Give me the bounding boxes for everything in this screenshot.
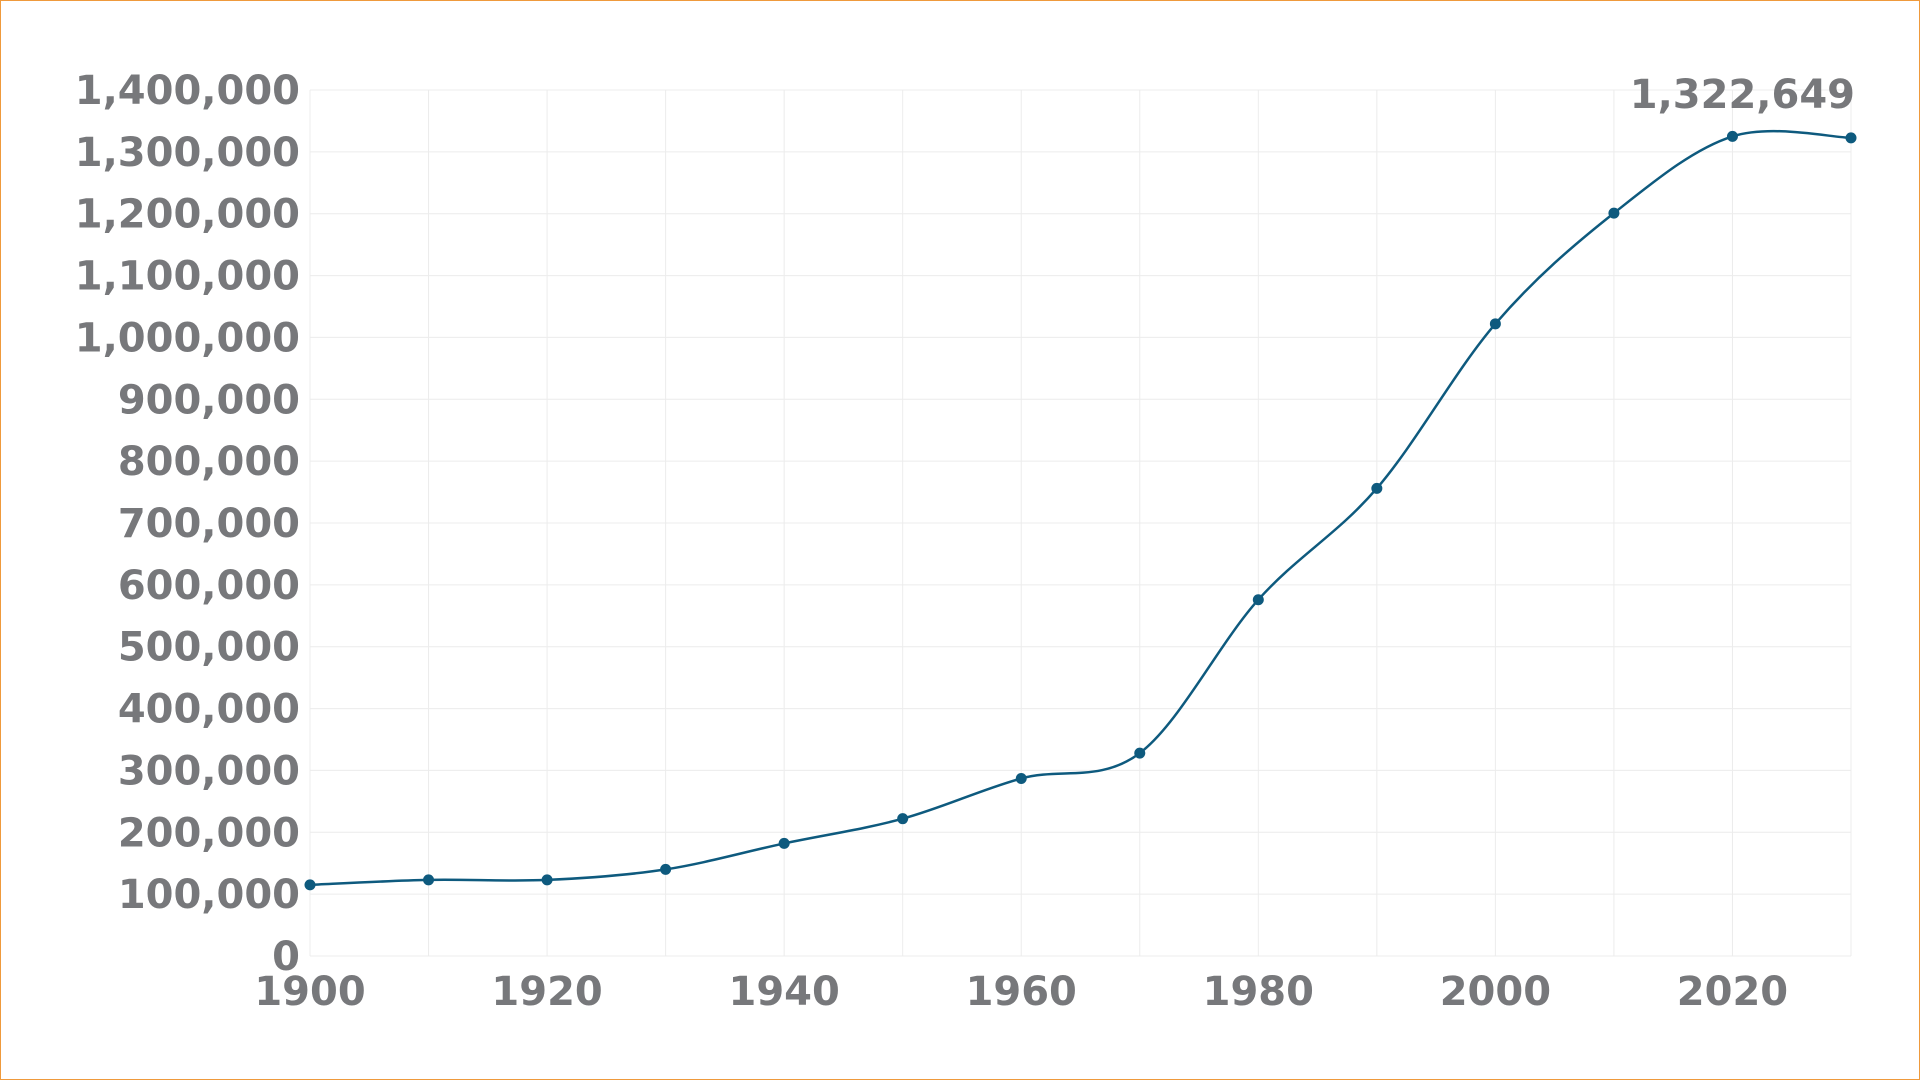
data-point (1608, 207, 1620, 219)
data-markers (304, 130, 1857, 891)
data-point (541, 874, 553, 886)
data-point (778, 837, 790, 849)
data-point (660, 863, 672, 875)
y-tick-label: 200,000 (118, 810, 300, 856)
data-point (1845, 132, 1857, 144)
series-line (309, 129, 1852, 887)
y-tick-label: 600,000 (118, 563, 300, 609)
plot-area (304, 129, 1857, 891)
x-tick-label: 1960 (966, 969, 1077, 1015)
data-point (1134, 747, 1146, 759)
y-tick-label: 100,000 (118, 872, 300, 918)
data-point (1015, 772, 1027, 784)
data-point (1489, 318, 1501, 330)
value-annotation: 1,322,649 (1630, 72, 1855, 118)
data-point (423, 874, 435, 886)
data-point (1371, 482, 1383, 494)
data-point (1252, 594, 1264, 606)
y-tick-label: 400,000 (118, 687, 300, 733)
data-point (1726, 130, 1738, 142)
y-tick-label: 900,000 (118, 377, 300, 423)
y-tick-label: 1,100,000 (75, 254, 300, 300)
y-tick-label: 1,000,000 (75, 315, 300, 361)
y-axis: 0 100,000 200,000 300,000 400,000 500,000 600,… (75, 68, 300, 980)
y-tick-label: 1,200,000 (75, 192, 300, 238)
x-tick-label: 2000 (1440, 969, 1551, 1015)
y-tick-label: 1,400,000 (75, 68, 300, 114)
y-tick-label: 0 (272, 934, 300, 980)
x-tick-label: 1980 (1203, 969, 1314, 1015)
data-point (897, 813, 909, 825)
x-tick-label: 1900 (254, 969, 365, 1015)
y-tick-label: 700,000 (118, 501, 300, 547)
x-axis: 1900 1920 1940 1960 1980 2000 2020 (254, 969, 1788, 1015)
y-tick-label: 500,000 (118, 625, 300, 671)
y-tick-label: 300,000 (118, 748, 300, 794)
data-point (304, 879, 316, 891)
annotations: 1,322,649 (1630, 72, 1855, 118)
y-tick-label: 800,000 (118, 439, 300, 485)
x-tick-label: 1940 (728, 969, 839, 1015)
x-tick-label: 1920 (491, 969, 602, 1015)
grid-lines (309, 89, 1852, 957)
x-tick-label: 2020 (1677, 969, 1788, 1015)
y-tick-label: 1,300,000 (75, 130, 300, 176)
